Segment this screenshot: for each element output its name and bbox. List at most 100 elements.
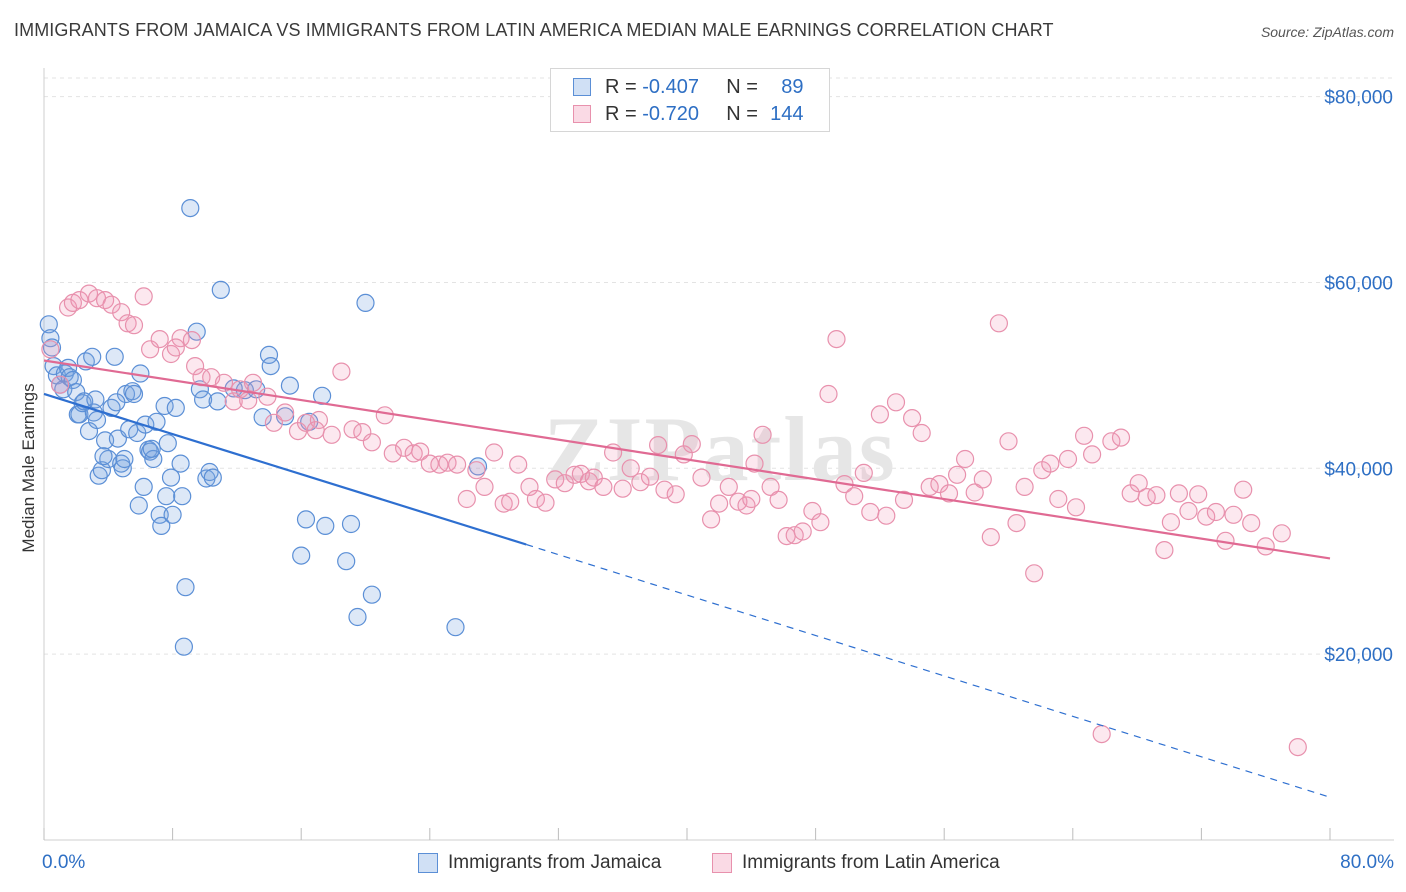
latin-america-point xyxy=(1272,524,1291,543)
x-axis-min-label: 0.0% xyxy=(42,852,86,873)
y-tick-label: $20,000 xyxy=(1324,645,1393,666)
y-tick-label: $80,000 xyxy=(1324,88,1393,109)
latin-america-point xyxy=(1155,540,1174,560)
legend-r-label: R = xyxy=(605,75,637,98)
latin-america-point xyxy=(1206,502,1226,522)
latin-america-point xyxy=(526,489,546,509)
latin-america-point xyxy=(692,468,711,487)
latin-america-point xyxy=(1234,480,1253,499)
latin-america-point xyxy=(870,405,890,424)
latin-america-point xyxy=(1025,564,1044,583)
latin-america-point xyxy=(309,410,328,430)
latin-america-point xyxy=(631,473,650,492)
latin-america-point xyxy=(682,435,701,454)
axis-layer xyxy=(43,68,1394,841)
source-attribution: Source: ZipAtlas.com xyxy=(1260,24,1394,40)
latin-america-point xyxy=(509,455,528,474)
grid-layer xyxy=(44,77,1394,655)
latin-america-point xyxy=(322,425,341,444)
jamaica-point xyxy=(362,585,381,604)
latin-america-point xyxy=(613,479,632,498)
legend-label-jamaica: Immigrants from Jamaica xyxy=(448,852,662,873)
latin-america-point xyxy=(640,467,660,486)
legend-r-value: -0.720 xyxy=(642,102,699,125)
legend-item-jamaica: Immigrants from Jamaica xyxy=(418,852,661,874)
legend-n-label: N = xyxy=(726,75,758,98)
latin-america-point xyxy=(102,295,121,314)
series-latin-america-points xyxy=(41,284,1307,757)
latin-america-point xyxy=(902,409,922,428)
latin-america-point xyxy=(166,338,185,357)
jamaica-point xyxy=(171,454,190,473)
latin-america-point xyxy=(1189,485,1208,504)
jamaica-point xyxy=(280,376,299,395)
latin-america-point xyxy=(701,510,721,529)
latin-america-point xyxy=(1082,445,1102,464)
jamaica-point xyxy=(94,447,113,466)
latin-america-point xyxy=(375,406,394,425)
latin-america-point xyxy=(475,477,494,496)
jamaica-point xyxy=(261,357,280,376)
series-legend: Immigrants from Jamaica Immigrants from … xyxy=(0,852,1406,878)
latin-america-point xyxy=(50,375,70,394)
jamaica-point xyxy=(105,347,124,366)
latin-america-point xyxy=(981,527,1000,547)
jamaica-point xyxy=(60,368,79,387)
latin-america-point xyxy=(1179,501,1198,521)
latin-america-trend-line xyxy=(43,359,1331,560)
latin-america-point xyxy=(1129,474,1148,493)
jamaica-point xyxy=(356,293,375,312)
jamaica-point xyxy=(166,398,185,417)
latin-america-point xyxy=(1092,724,1111,744)
trend-layer xyxy=(43,359,1331,798)
latin-america-point xyxy=(1007,513,1026,533)
jamaica-point xyxy=(147,412,166,431)
latin-america-point xyxy=(1049,489,1068,509)
latin-america-point xyxy=(793,522,812,541)
latin-america-point xyxy=(404,444,423,463)
latin-america-point xyxy=(485,443,504,462)
correlation-legend: R = -0.407 N = 89 R = -0.720 N = 144 xyxy=(550,68,830,132)
legend-r-label: R = xyxy=(605,102,637,125)
latin-america-point xyxy=(150,330,169,349)
jamaica-point xyxy=(348,607,367,627)
latin-america-point xyxy=(276,403,295,422)
legend-n-label: N = xyxy=(726,102,758,125)
latin-america-point xyxy=(584,468,603,487)
latin-america-point xyxy=(501,492,520,511)
latin-america-point xyxy=(947,465,967,484)
latin-america-point xyxy=(494,494,513,513)
jamaica-point xyxy=(174,637,193,656)
jamaica-point xyxy=(113,459,132,478)
latin-america-point xyxy=(999,432,1018,451)
legend-r-value: -0.407 xyxy=(642,75,699,98)
jamaica-point xyxy=(86,390,105,409)
series-jamaica-points xyxy=(39,199,488,656)
jamaica-point xyxy=(200,462,219,482)
jamaica-point xyxy=(83,347,102,366)
jamaica-point xyxy=(134,477,153,496)
jamaica-point xyxy=(203,468,222,487)
latin-america-point xyxy=(965,483,984,502)
jamaica-point xyxy=(292,546,311,565)
latin-america-point xyxy=(854,463,873,482)
jamaica-trend-extension xyxy=(526,543,1331,798)
latin-america-point xyxy=(745,454,764,473)
latin-america-point xyxy=(448,455,467,474)
y-tick-label: $40,000 xyxy=(1324,459,1393,480)
latin-america-point xyxy=(383,444,402,463)
legend-n-value: 89 xyxy=(781,75,804,98)
latin-america-point xyxy=(753,425,772,444)
jamaica-point xyxy=(158,434,177,453)
latin-america-point xyxy=(1197,507,1216,526)
points-layer xyxy=(39,199,1307,757)
latin-america-point xyxy=(171,329,190,348)
latin-america-point xyxy=(973,470,992,489)
latin-america-point xyxy=(420,454,439,473)
y-tick-label: $60,000 xyxy=(1324,273,1393,294)
jamaica-point xyxy=(115,449,134,469)
latin-america-point xyxy=(827,330,846,349)
jamaica-point xyxy=(253,408,272,427)
legend-label-latin-america: Immigrants from Latin America xyxy=(742,852,1000,873)
jamaica-point xyxy=(39,315,58,334)
